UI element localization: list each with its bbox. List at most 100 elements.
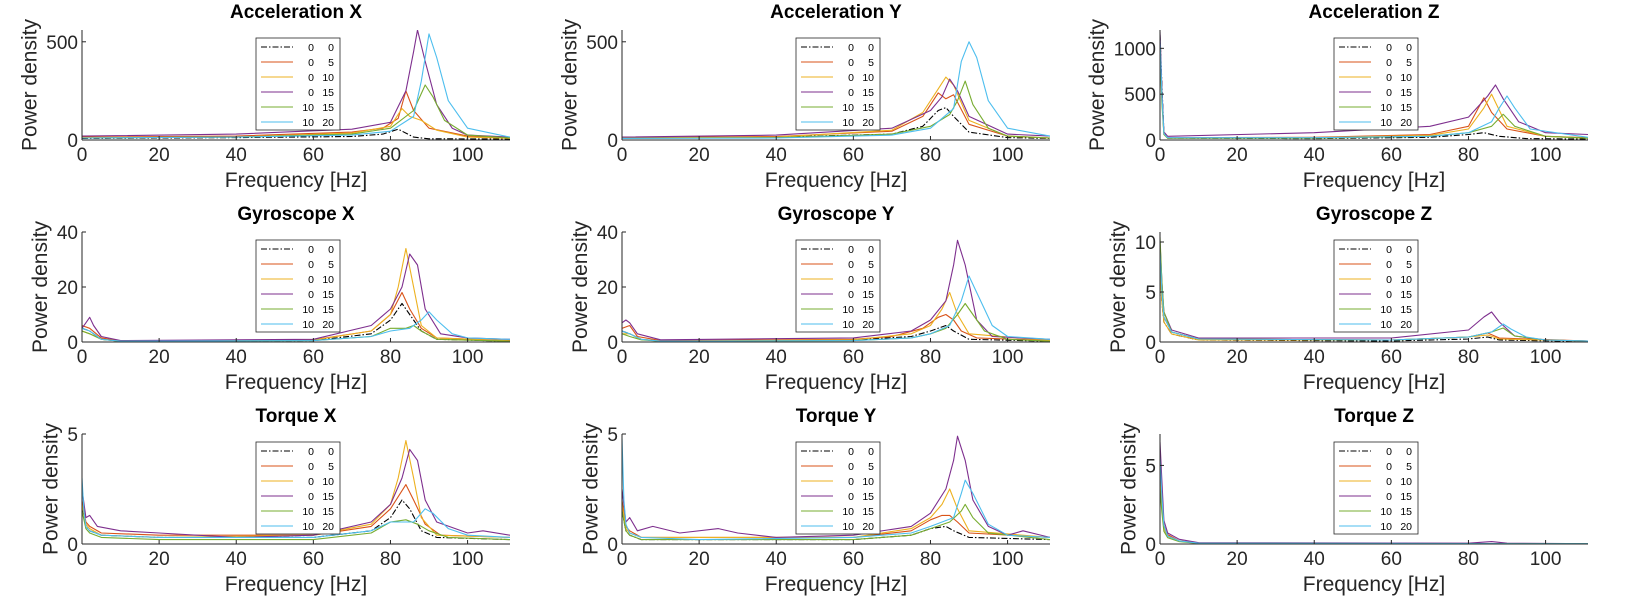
subplot-title: Acceleration Z <box>1309 2 1440 23</box>
series-line <box>82 128 510 140</box>
legend-label-a: 10 <box>842 117 854 129</box>
x-axis-label: Frequency [Hz] <box>765 169 907 192</box>
x-tick-label: 60 <box>843 145 864 166</box>
legend-label-b: 5 <box>1406 259 1412 271</box>
legend-label-b: 15 <box>322 506 334 518</box>
x-tick-label: 80 <box>920 347 941 368</box>
x-tick-label: 40 <box>766 347 787 368</box>
x-tick-label: 60 <box>303 145 324 166</box>
x-tick-label: 100 <box>992 549 1024 570</box>
legend-label-b: 20 <box>1400 521 1412 533</box>
series-line <box>1160 457 1588 544</box>
x-tick-label: 60 <box>1381 549 1402 570</box>
y-tick-label: 40 <box>57 223 78 244</box>
y-tick-label: 500 <box>1124 85 1156 106</box>
x-tick-label: 80 <box>380 145 401 166</box>
legend-label-b: 15 <box>1400 491 1412 503</box>
x-tick-label: 100 <box>452 549 484 570</box>
legend-label-b: 0 <box>328 244 334 256</box>
x-tick-label: 100 <box>452 347 484 368</box>
x-tick-label: 40 <box>226 145 247 166</box>
legend-label-a: 0 <box>308 42 314 54</box>
legend-label-b: 15 <box>322 304 334 316</box>
x-tick-label: 40 <box>226 549 247 570</box>
legend-label-a: 0 <box>1386 446 1392 458</box>
y-axis-label: Power density <box>1107 221 1130 353</box>
legend: 0 0 0 5 0 10 0 15 10 15 10 20 <box>795 441 881 535</box>
legend-label-a: 0 <box>308 259 314 271</box>
x-tick-label: 40 <box>766 549 787 570</box>
subplot-title: Gyroscope Y <box>778 204 895 225</box>
x-axis-label: Frequency [Hz] <box>765 573 907 596</box>
legend-label-b: 15 <box>1400 506 1412 518</box>
legend-label-a: 0 <box>1386 42 1392 54</box>
legend-label-a: 0 <box>1386 244 1392 256</box>
x-tick-label: 20 <box>149 549 170 570</box>
legend-label-a: 0 <box>308 274 314 286</box>
legend-label-a: 10 <box>1380 319 1392 331</box>
series-line <box>622 80 1050 139</box>
legend-label-b: 0 <box>328 42 334 54</box>
legend-label-a: 0 <box>308 57 314 69</box>
x-tick-label: 0 <box>1155 347 1166 368</box>
y-axis-label: Power density <box>19 19 42 151</box>
x-axis-label: Frequency [Hz] <box>1303 169 1445 192</box>
x-tick-label: 40 <box>1304 549 1325 570</box>
x-tick-label: 60 <box>303 347 324 368</box>
legend: 0 0 0 5 0 10 0 15 10 15 10 20 <box>795 239 881 333</box>
series-line <box>82 510 510 541</box>
x-tick-label: 0 <box>77 549 88 570</box>
x-tick-label: 0 <box>617 347 628 368</box>
x-tick-label: 60 <box>843 549 864 570</box>
legend-label-a: 10 <box>1380 521 1392 533</box>
y-tick-label: 0 <box>607 333 618 354</box>
legend-label-b: 10 <box>322 72 334 84</box>
x-tick-label: 40 <box>226 347 247 368</box>
series-group <box>1160 31 1588 140</box>
x-tick-label: 20 <box>1227 347 1248 368</box>
legend-label-b: 15 <box>862 304 874 316</box>
y-axis-label: Power density <box>559 19 582 151</box>
series-group <box>82 440 510 541</box>
x-axis-label: Frequency [Hz] <box>765 371 907 394</box>
legend-label-a: 0 <box>1386 57 1392 69</box>
legend: 0 0 0 5 0 10 0 15 10 15 10 20 <box>795 37 881 131</box>
x-tick-label: 0 <box>617 145 628 166</box>
y-tick-label: 0 <box>607 535 618 556</box>
legend-label-a: 0 <box>848 87 854 99</box>
legend-label-a: 0 <box>848 491 854 503</box>
legend-label-b: 0 <box>1406 42 1412 54</box>
x-tick-label: 100 <box>992 347 1024 368</box>
legend-label-a: 0 <box>848 476 854 488</box>
y-tick-label: 0 <box>1145 535 1156 556</box>
series-line <box>1160 441 1588 544</box>
y-tick-label: 40 <box>597 223 618 244</box>
series-line <box>622 78 1050 138</box>
legend-label-a: 0 <box>308 87 314 99</box>
legend-box <box>795 441 881 535</box>
y-axis-label: Power density <box>580 423 603 555</box>
legend-label-a: 0 <box>848 446 854 458</box>
legend-label-a: 0 <box>848 57 854 69</box>
legend-label-b: 5 <box>328 461 334 473</box>
x-axis-label: Frequency [Hz] <box>225 169 367 192</box>
series-line <box>82 90 510 139</box>
legend-label-b: 15 <box>322 87 334 99</box>
legend-label-a: 0 <box>308 476 314 488</box>
subplot-title: Torque Z <box>1334 406 1414 427</box>
x-tick-label: 20 <box>689 347 710 368</box>
x-tick-label: 80 <box>920 145 941 166</box>
legend-label-b: 15 <box>322 491 334 503</box>
legend-label-b: 10 <box>1400 274 1412 286</box>
x-tick-label: 80 <box>1458 549 1479 570</box>
legend-label-b: 0 <box>868 42 874 54</box>
legend-label-b: 5 <box>1406 461 1412 473</box>
series-line <box>82 253 510 342</box>
x-tick-label: 100 <box>452 145 484 166</box>
y-tick-label: 500 <box>46 33 78 54</box>
series-line <box>1160 251 1588 342</box>
